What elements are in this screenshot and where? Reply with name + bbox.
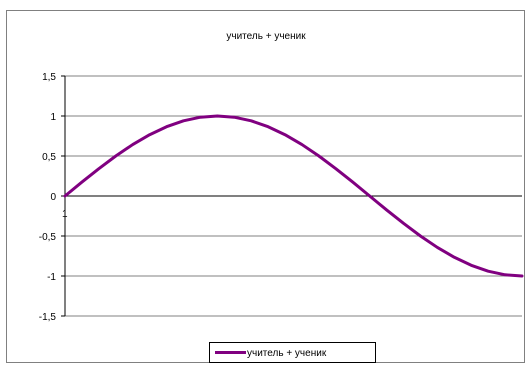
y-tick-label: 1 — [50, 112, 56, 123]
y-tick-label: -1,5 — [39, 312, 57, 323]
series-group — [63, 114, 524, 278]
y-axis: 1,5 1 0,5 0 -0,5 -1 -1,5 — [39, 72, 65, 323]
chart-title: учитель + ученик — [226, 31, 306, 42]
y-tick-label: 0,5 — [42, 152, 56, 163]
y-tick-label: -0,5 — [39, 232, 57, 243]
chart-border — [6, 10, 525, 363]
series-line — [63, 114, 524, 278]
x-category-label: 1 — [62, 209, 68, 220]
y-tick-label: -1 — [47, 272, 56, 283]
y-tick-label: 0 — [50, 192, 56, 203]
y-tick-label: 1,5 — [42, 72, 56, 83]
legend-label: учитель + ученик — [247, 348, 327, 359]
legend: учитель + ученик — [209, 342, 376, 363]
legend-box — [209, 342, 376, 363]
